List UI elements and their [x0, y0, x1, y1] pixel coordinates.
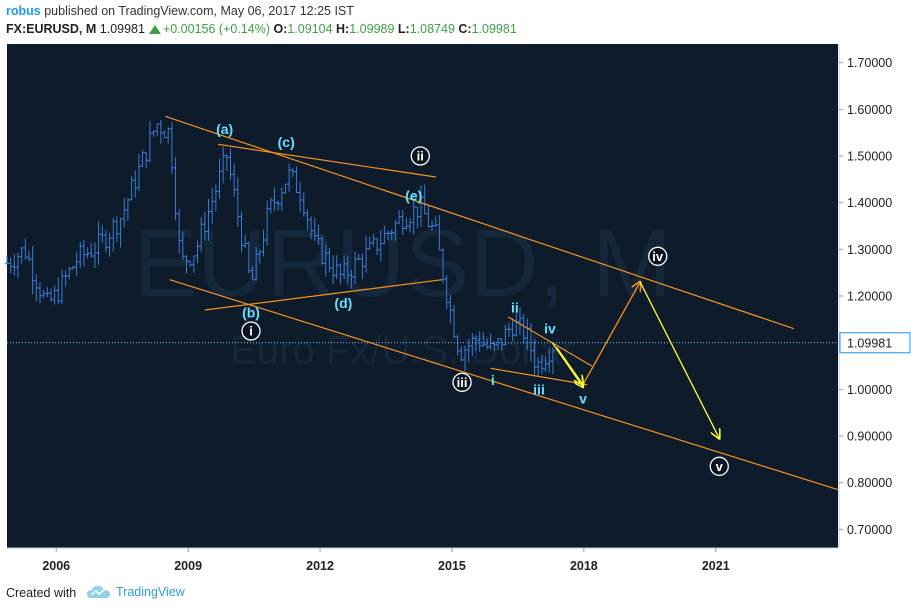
up-arrow-icon — [148, 25, 161, 34]
author-link[interactable]: robus — [6, 4, 41, 18]
wave-label-circle — [241, 321, 261, 341]
wave-label-circle — [410, 146, 430, 166]
chart-header: robus published on TradingView.com, May … — [0, 0, 911, 44]
close-value: 1.09981 — [471, 22, 517, 36]
wave-label-circle — [452, 372, 472, 392]
created-with-text: Created with — [6, 586, 77, 600]
x-tick-label: 2006 — [42, 559, 70, 573]
high-value: 1.09989 — [349, 22, 395, 36]
x-tick-label: 2015 — [438, 559, 466, 573]
trendline[interactable] — [204, 279, 443, 311]
y-tick-label: 1.60000 — [847, 103, 892, 117]
plot-area[interactable] — [7, 44, 838, 548]
wave-label[interactable]: iv — [544, 321, 556, 337]
x-tick-label: 2021 — [702, 559, 730, 573]
low-value: 1.08749 — [409, 22, 455, 36]
wave-label[interactable]: ii — [511, 300, 519, 316]
wave-label[interactable]: (c) — [278, 134, 295, 150]
x-tick-label: 2012 — [306, 559, 334, 573]
open-value: 1.09104 — [287, 22, 333, 36]
y-tick-label: 1.50000 — [847, 150, 892, 164]
tradingview-brand: TradingView — [116, 585, 185, 599]
close-label: C: — [458, 22, 472, 36]
wave-label[interactable]: i — [491, 372, 495, 388]
x-tick-label: 2018 — [570, 559, 598, 573]
wave-label-circle — [709, 456, 729, 476]
wave-label[interactable]: (d) — [334, 295, 352, 311]
watermark-description: Euro Fx/U.S. Dollar — [230, 329, 575, 373]
trendline[interactable] — [507, 316, 593, 367]
footer: Created with TradingView — [0, 578, 911, 610]
current-price-badge — [839, 332, 911, 354]
trendline[interactable] — [490, 367, 588, 386]
price-change: +0.00156 (+0.14%) — [162, 22, 270, 36]
wave-label[interactable]: i — [249, 324, 253, 339]
wave-label-circle — [648, 246, 668, 266]
wave-label[interactable]: iii — [533, 381, 545, 397]
ohlc-bar — [550, 347, 555, 375]
trendline[interactable] — [169, 279, 839, 491]
y-tick-label: 1.70000 — [847, 56, 892, 70]
y-tick-label: 1.30000 — [847, 243, 892, 257]
y-tick-label: 1.00000 — [847, 383, 892, 397]
publish-info: robus published on TradingView.com, May … — [6, 4, 354, 18]
symbol-label: FX:EURUSD, M — [6, 22, 97, 36]
last-price: 1.09981 — [99, 22, 145, 36]
projection-arrow[interactable] — [639, 281, 719, 438]
cloud-icon — [87, 586, 110, 598]
wave-label[interactable]: iv — [652, 249, 664, 264]
projection-arrow[interactable] — [551, 342, 583, 387]
y-tick-label: 0.70000 — [847, 523, 892, 537]
wave-label[interactable]: v — [579, 391, 587, 407]
wave-label[interactable]: (a) — [216, 121, 233, 137]
wave-label[interactable]: (b) — [242, 304, 260, 320]
trendline[interactable] — [217, 143, 436, 178]
wave-label[interactable]: (e) — [405, 188, 422, 204]
y-tick-label: 0.90000 — [847, 430, 892, 444]
y-tick-label: 1.20000 — [847, 290, 892, 304]
y-tick-label: 0.80000 — [847, 476, 892, 490]
ohlc-bars — [5, 119, 555, 376]
x-tick-label: 2009 — [174, 559, 202, 573]
tradingview-logo[interactable]: TradingView — [86, 584, 185, 600]
wave-label[interactable]: v — [716, 459, 724, 474]
current-price-label: 1.09981 — [847, 336, 892, 350]
ohlc-legend: FX:EURUSD, M 1.09981 +0.00156 (+0.14%) O:… — [6, 22, 517, 36]
wave-label[interactable]: iii — [457, 375, 468, 390]
projection-arrow[interactable] — [582, 282, 640, 385]
wave-label[interactable]: ii — [417, 149, 424, 164]
high-label: H: — [336, 22, 350, 36]
open-label: O: — [273, 22, 288, 36]
low-label: L: — [397, 22, 410, 36]
y-tick-label: 1.40000 — [847, 196, 892, 210]
published-text: published on TradingView.com, May 06, 20… — [44, 4, 354, 18]
